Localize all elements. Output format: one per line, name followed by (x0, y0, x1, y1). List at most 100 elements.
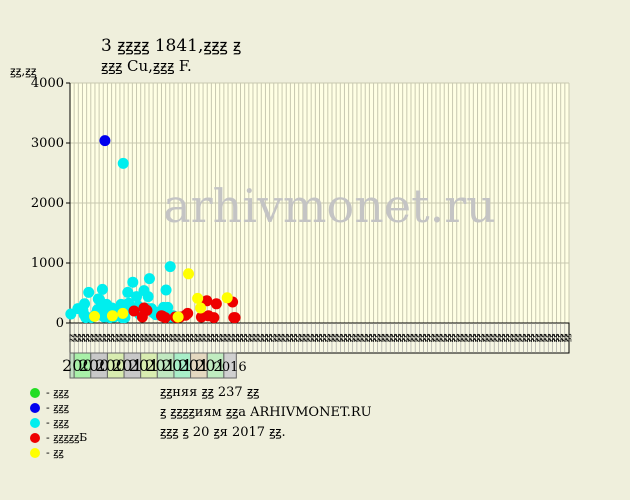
x-tick-label: ꙃꙃ (463, 333, 473, 342)
x-tick-label: ꙃꙃ (88, 333, 98, 342)
legend-label: - ꙃꙃꙃ (46, 401, 69, 414)
x-tick-label: ꙃꙃ (246, 333, 256, 342)
x-tick-label: ꙃꙃ (84, 333, 94, 342)
x-tick-label: ꙃꙃ (529, 333, 539, 342)
x-tick-label: ꙃꙃ (317, 333, 327, 342)
data-point (128, 305, 140, 317)
data-point (162, 301, 174, 313)
x-tick-label: ꙃꙃ (558, 333, 568, 342)
year-label: 2016 (214, 360, 247, 375)
x-tick-label: ꙃꙃ (409, 333, 419, 342)
x-tick-label: ꙃꙃ (363, 333, 373, 342)
y-tick-label: 2000 (31, 196, 64, 211)
x-tick-label: ꙃꙃ (346, 333, 356, 342)
x-tick-label: ꙃꙃ (101, 333, 111, 342)
y-tick-label: 0 (56, 316, 64, 331)
data-point (79, 298, 91, 310)
data-point (127, 276, 139, 288)
x-tick-label: ꙃꙃ (271, 333, 281, 342)
x-tick-label: ꙃꙃ (458, 333, 468, 342)
x-tick-label: ꙃꙃ (521, 333, 531, 342)
x-tick-label: ꙃꙃ (122, 333, 132, 342)
legend-item: - ꙃꙃꙃꙃꙃБ (30, 430, 87, 445)
x-tick-label: ꙃꙃ (242, 333, 252, 342)
y-tick-label: 4000 (31, 76, 64, 91)
x-tick-label: ꙃꙃ (201, 333, 211, 342)
x-tick-label: ꙃꙃ (184, 333, 194, 342)
x-tick-label: ꙃꙃ (442, 333, 452, 342)
x-tick-label: ꙃꙃ (151, 333, 161, 342)
y-tick-label: 1000 (31, 256, 64, 271)
x-tick-label: ꙃꙃ (255, 333, 265, 342)
x-tick-label: ꙃꙃ (421, 333, 431, 342)
x-tick-label: ꙃꙃ (375, 333, 385, 342)
data-point (182, 307, 194, 319)
x-tick-label: ꙃꙃ (413, 333, 423, 342)
x-tick-label: ꙃꙃ (263, 333, 273, 342)
x-tick-label: ꙃꙃ (330, 333, 340, 342)
legend-swatch-icon (30, 402, 40, 413)
x-tick-label: ꙃꙃ (550, 333, 560, 342)
x-tick-label: ꙃꙃ (188, 333, 198, 342)
x-tick-label: ꙃꙃ (454, 333, 464, 342)
x-tick-label: ꙃꙃ (446, 333, 456, 342)
x-tick-label: ꙃꙃ (76, 333, 86, 342)
data-point (221, 292, 233, 304)
x-tick-label: ꙃꙃ (138, 333, 148, 342)
x-tick-label: ꙃꙃ (251, 333, 261, 342)
data-point (141, 304, 153, 316)
x-tick-label: ꙃꙃ (450, 333, 460, 342)
y-tick-label: 3000 (31, 136, 64, 151)
y-axis-label: ꙃꙃ,ꙃꙃ (10, 64, 37, 78)
x-tick-label: ꙃꙃ (309, 333, 319, 342)
x-tick-label: ꙃꙃ (479, 333, 489, 342)
x-tick-label: ꙃꙃ (533, 333, 543, 342)
x-tick-label: ꙃꙃ (109, 333, 119, 342)
x-tick-label: ꙃꙃ (209, 333, 219, 342)
legend-label: - ꙃꙃꙃ (46, 386, 69, 399)
x-tick-label: ꙃꙃ (167, 333, 177, 342)
x-tick-label: ꙃꙃ (213, 333, 223, 342)
x-tick-label: ꙃꙃ (313, 333, 323, 342)
data-point (201, 295, 213, 307)
x-tick-label: ꙃꙃ (134, 333, 144, 342)
average-price-text: ꙃꙃняя ꙃꙃ 237 ꙃꙃ (160, 385, 260, 400)
data-point (172, 311, 184, 323)
x-tick-label: ꙃꙃ (525, 333, 535, 342)
date-text: ꙃꙃꙃ ꙃ 20 ꙃя 2017 ꙃꙃ. (160, 425, 286, 440)
data-point (183, 268, 195, 280)
data-point (89, 310, 101, 322)
x-tick-label: ꙃꙃ (72, 333, 82, 342)
data-point (159, 312, 171, 324)
x-tick-label: ꙃꙃ (113, 333, 123, 342)
x-tick-label: ꙃꙃ (434, 333, 444, 342)
x-tick-label: ꙃꙃ (334, 333, 344, 342)
x-tick-label: ꙃꙃ (217, 333, 227, 342)
x-tick-label: ꙃꙃ (172, 333, 182, 342)
data-point (210, 298, 222, 310)
x-tick-label: ꙃꙃ (142, 333, 152, 342)
legend-swatch-icon (30, 447, 40, 458)
x-tick-label: ꙃꙃ (537, 333, 547, 342)
x-tick-label: ꙃꙃ (384, 333, 394, 342)
x-tick-label: ꙃꙃ (130, 333, 140, 342)
chart-subtitle: ꙃꙃꙃ Cu,ꙃꙃꙃ F. (101, 57, 192, 75)
x-tick-label: ꙃꙃ (93, 333, 103, 342)
x-tick-label: ꙃꙃ (492, 333, 502, 342)
x-tick-label: ꙃꙃ (388, 333, 398, 342)
x-tick-label: ꙃꙃ (350, 333, 360, 342)
x-tick-label: ꙃꙃ (226, 333, 236, 342)
x-tick-label: ꙃꙃ (97, 333, 107, 342)
chart-title: 3 ꙃꙃꙃꙃ 1841,ꙃꙃꙃ ꙃ (101, 36, 241, 56)
x-tick-label: ꙃꙃ (117, 333, 127, 342)
data-point (117, 157, 129, 169)
data-point (208, 312, 220, 324)
x-tick-label: ꙃꙃ (221, 333, 231, 342)
watermark-text: arhivmonet.ru (163, 179, 496, 233)
x-tick-label: ꙃꙃ (367, 333, 377, 342)
legend-label: - ꙃꙃꙃ (46, 416, 69, 429)
x-tick-label: ꙃꙃ (496, 333, 506, 342)
x-tick-label: ꙃꙃ (192, 333, 202, 342)
legend: - ꙃꙃꙃ - ꙃꙃꙃ - ꙃꙃꙃ - ꙃꙃꙃꙃꙃБ - ꙃꙃ (30, 385, 87, 460)
